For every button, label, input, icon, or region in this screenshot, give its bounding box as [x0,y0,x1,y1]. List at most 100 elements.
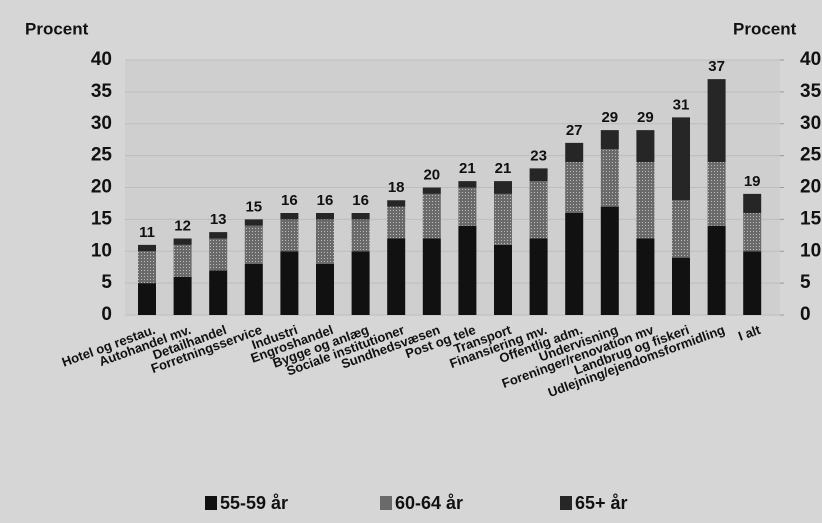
bar-segment [529,168,548,182]
legend-swatch [380,496,392,510]
bar-segment [316,219,334,264]
bar-segment [529,181,548,239]
bar-segment [244,264,263,315]
total-label: 21 [495,160,512,177]
bar-segment [707,79,726,162]
bar-segment [636,130,655,162]
bar-segment [387,200,406,207]
y-tick-label: 30 [91,113,112,134]
total-label: 29 [637,109,654,126]
bar-segment [351,219,370,252]
bar-segment [707,225,726,315]
bar-segment [138,244,156,252]
bar-segment [244,219,263,226]
bar-segment [494,244,512,315]
total-label: 21 [459,160,476,177]
legend-swatch [205,496,217,510]
bar-segment [173,276,192,315]
y2-tick-label: 35 [800,81,822,102]
total-label: 19 [744,173,761,190]
y2-tick-label: 0 [800,304,811,325]
bar-segment [672,117,690,201]
total-label: 23 [530,147,547,164]
total-label: 11 [139,224,155,241]
bar-segment [600,130,619,150]
y-tick-label: 0 [101,304,112,325]
y-tick-label: 35 [91,81,113,102]
y-tick-label: 10 [91,240,112,261]
bar-segment [138,251,156,284]
legend-label: 65+ år [575,493,628,513]
bar-segment [280,213,299,220]
bar-segment [494,181,512,194]
bar-segment [600,206,619,315]
total-label: 16 [281,192,298,209]
bar-segment [565,142,584,162]
total-label: 27 [566,122,583,139]
bar-segment [173,238,192,245]
legend-label: 55-59 år [220,493,288,513]
bar-segment [316,213,334,220]
bar-segment [458,181,477,188]
bar-segment [351,213,370,220]
bar-segment [565,213,584,315]
y-tick-label: 15 [91,208,113,229]
y-tick-label: 20 [91,177,112,198]
bar-segment [600,149,619,207]
bar-segment [565,162,584,213]
bar-segment [743,193,762,213]
bar-segment [209,232,228,239]
total-label: 12 [174,217,191,234]
bar-segment [636,162,655,239]
total-label: 31 [673,96,690,113]
bar-segment [529,238,548,315]
bar-segment [672,200,690,258]
bar-segment [672,257,690,315]
bar-segment [280,251,299,315]
bar-segment [458,187,477,226]
y2-tick-label: 40 [800,49,821,70]
total-label: 13 [210,211,227,228]
bar-segment [244,225,263,264]
y2-axis-label: Procent [733,19,797,38]
bar-segment [316,264,334,315]
bar-segment [422,187,441,194]
y-tick-label: 25 [91,145,113,166]
bar-segment [494,193,512,245]
y2-tick-label: 15 [800,208,822,229]
total-label: 15 [245,198,262,215]
bar-segment [422,238,441,315]
y2-tick-label: 30 [800,113,821,134]
bar-segment [636,238,655,315]
bar-segment [138,283,156,315]
total-label: 16 [317,192,334,209]
bar-segment [209,270,228,315]
y2-tick-label: 5 [800,272,811,293]
y2-tick-label: 25 [800,145,822,166]
total-label: 16 [352,192,369,209]
bar-segment [173,244,192,277]
y2-tick-label: 20 [800,177,821,198]
bar-segment [351,251,370,315]
bar-segment [387,206,406,239]
y-tick-label: 5 [101,272,112,293]
total-label: 20 [423,166,440,183]
bar-segment [422,193,441,239]
bar-segment [458,225,477,315]
x-tick-label: I alt [736,322,763,344]
y2-tick-label: 10 [800,240,821,261]
legend-label: 60-64 år [395,493,463,513]
bar-segment [707,162,726,226]
y-tick-label: 40 [91,49,112,70]
total-label: 37 [708,58,725,75]
total-label: 29 [601,109,618,126]
bar-segment [280,219,299,252]
bar-segment [743,213,762,252]
bar-segment [743,251,762,315]
bar-segment [387,238,406,315]
bar-segment [209,238,228,271]
legend-swatch [560,496,572,510]
total-label: 18 [388,179,405,196]
